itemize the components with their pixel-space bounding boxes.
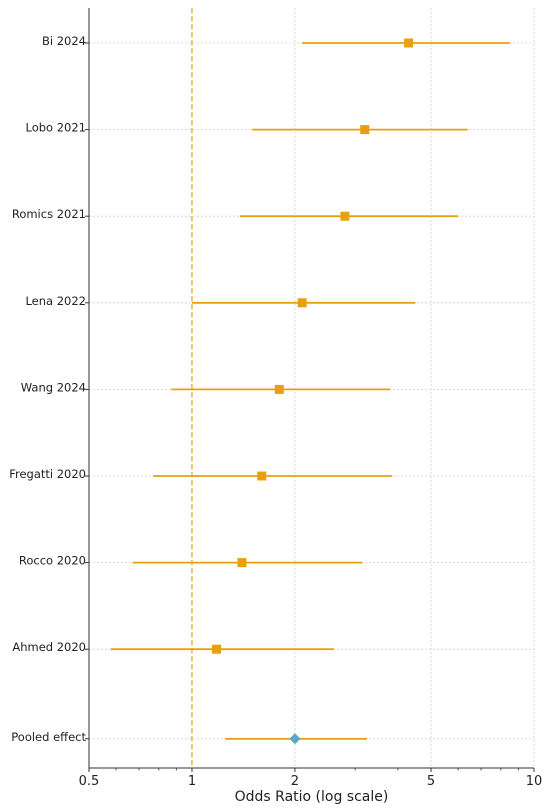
x-axis-title: Odds Ratio (log scale) bbox=[235, 789, 389, 805]
study-labels: Bi 2024 Lobo 2021 Romics 2021 Lena 2022 Wang… bbox=[9, 34, 86, 744]
x-tick-label: 10 bbox=[526, 774, 543, 789]
point-estimate bbox=[360, 125, 370, 135]
point-estimate bbox=[404, 38, 414, 48]
study-label: Lena 2022 bbox=[25, 294, 86, 308]
study-label: Romics 2021 bbox=[12, 207, 86, 221]
study-label: Lobo 2021 bbox=[26, 121, 87, 135]
study-label: Bi 2024 bbox=[42, 34, 86, 48]
axes: 0.5 1 2 5 10 bbox=[79, 8, 543, 789]
x-tick-label: 5 bbox=[427, 774, 435, 789]
point-estimate bbox=[297, 298, 307, 308]
data-marks bbox=[111, 38, 510, 745]
x-tick-label: 1 bbox=[188, 774, 196, 789]
study-label: Wang 2024 bbox=[21, 380, 86, 394]
study-label: Fregatti 2020 bbox=[9, 467, 86, 481]
point-estimate bbox=[212, 644, 222, 654]
point-estimate bbox=[237, 558, 247, 568]
x-tick-label: 0.5 bbox=[79, 774, 100, 789]
study-label: Rocco 2020 bbox=[19, 554, 86, 568]
point-estimate bbox=[340, 211, 350, 221]
pooled-label: Pooled effect bbox=[11, 730, 86, 744]
grid-lines bbox=[88, 8, 535, 768]
pooled-diamond bbox=[289, 733, 301, 745]
x-tick-label: 2 bbox=[291, 774, 299, 789]
point-estimate bbox=[257, 471, 267, 481]
study-label: Ahmed 2020 bbox=[12, 640, 86, 654]
point-estimate bbox=[274, 384, 284, 394]
